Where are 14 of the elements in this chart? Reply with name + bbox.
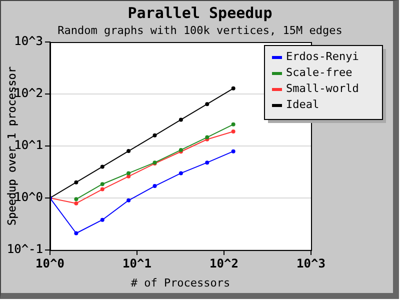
y-tick-label: 10^3 bbox=[14, 34, 43, 48]
legend-label: Scale-free bbox=[286, 66, 352, 79]
legend-label: Ideal bbox=[286, 98, 320, 111]
y-tick-label: 10^-1 bbox=[6, 242, 43, 256]
y-tick-label: 10^2 bbox=[14, 86, 43, 100]
chart-subtitle: Random graphs with 100k vertices, 15M edges bbox=[58, 24, 342, 37]
x-tick-label: 10^1 bbox=[122, 256, 152, 270]
x-tick-label: 10^2 bbox=[210, 256, 238, 270]
legend-label: Erdos-Renyi bbox=[286, 50, 359, 63]
legend-label: Small-world bbox=[286, 82, 359, 95]
chart-title: Parallel Speedup bbox=[128, 4, 272, 22]
x-tick-label: 10^3 bbox=[296, 256, 326, 270]
x-axis-title: # of Processors bbox=[130, 276, 230, 290]
x-tick-label: 10^0 bbox=[36, 256, 64, 270]
